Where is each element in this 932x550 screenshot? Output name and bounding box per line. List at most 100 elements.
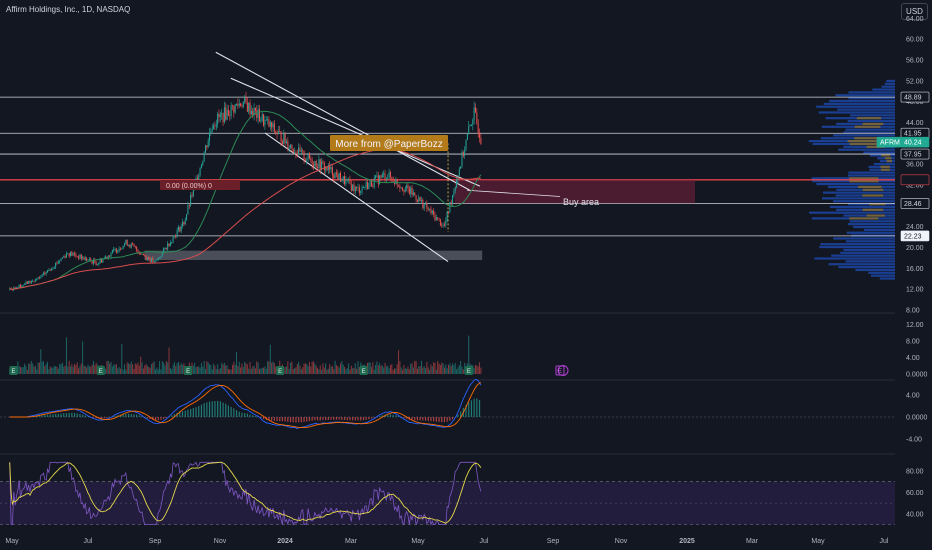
volume-bar: [51, 367, 53, 374]
price-tick-label: 48.00: [906, 99, 924, 106]
volume-bar: [402, 369, 404, 374]
candle-body: [142, 254, 144, 256]
volume-bar: [399, 361, 401, 374]
dividend-marker[interactable]: [557, 365, 569, 376]
volume-bar: [56, 366, 58, 374]
candle-body: [192, 187, 194, 197]
candle-body: [156, 259, 158, 261]
candle-body: [168, 243, 170, 247]
volume-bar: [341, 361, 343, 374]
candle-body: [167, 243, 169, 250]
volume-bar: [264, 366, 266, 374]
promo-banner[interactable]: [330, 135, 448, 151]
earnings-marker[interactable]: [464, 366, 473, 375]
candle-body: [172, 236, 174, 243]
volume-bar: [138, 365, 140, 374]
candle-body: [94, 259, 96, 263]
volume-bar: [311, 361, 313, 374]
volume-bar: [74, 363, 76, 374]
candle-body: [173, 235, 175, 237]
candle-body: [150, 258, 152, 262]
buy-area-label: Buy area: [563, 197, 599, 207]
volume-bar: [55, 366, 57, 374]
macd-histogram-bar: [68, 412, 70, 417]
candle-body: [334, 172, 336, 179]
volume-bar: [371, 366, 373, 374]
volume-profile-bar: [862, 188, 884, 191]
candle-body: [236, 103, 238, 105]
volume-bar: [40, 349, 42, 374]
earnings-marker[interactable]: [9, 366, 18, 375]
candle-body: [408, 188, 410, 194]
macd-histogram-bar: [298, 417, 300, 423]
currency-button[interactable]: USD: [901, 3, 928, 20]
volume-bar: [306, 363, 308, 374]
candle-body: [217, 113, 219, 125]
candle-body: [403, 190, 405, 192]
earnings-marker[interactable]: [184, 366, 193, 375]
volume-bar: [275, 366, 277, 374]
volume-bar: [80, 363, 82, 374]
volume-bar: [129, 364, 131, 374]
candle-body: [169, 242, 171, 247]
volume-profile-bar: [846, 231, 895, 234]
x-axis-label: Jul: [880, 538, 889, 545]
volume-profile-bar: [849, 180, 879, 183]
candle-body: [15, 287, 17, 289]
candle-body: [438, 218, 440, 220]
promo-text[interactable]: More from @PaperBozz: [335, 139, 442, 150]
price-label: 37.95: [904, 152, 922, 159]
candle-body: [78, 256, 80, 259]
volume-bar: [227, 368, 229, 374]
candle-body: [476, 112, 478, 124]
candle-body: [191, 195, 193, 197]
candle-body: [137, 250, 139, 254]
macd-histogram-bar: [136, 414, 138, 417]
volume-bar: [480, 367, 482, 374]
volume-bar: [153, 361, 155, 374]
volume-bar: [159, 360, 161, 374]
candle-body: [144, 255, 146, 257]
volume-profile-bar: [833, 134, 895, 137]
volume-bar: [236, 351, 238, 374]
volume-bar: [318, 369, 320, 374]
candle-body: [277, 131, 279, 135]
volume-bar: [356, 368, 358, 374]
candle-body: [298, 147, 300, 155]
macd-histogram-bar: [122, 414, 124, 417]
volume-bar: [121, 343, 123, 374]
earnings-marker[interactable]: [359, 366, 368, 375]
volume-bar: [354, 363, 356, 374]
volume-bar: [256, 361, 258, 374]
candle-body: [245, 97, 247, 103]
candle-body: [327, 165, 329, 171]
volume-bar: [330, 366, 332, 374]
candle-body: [152, 258, 154, 263]
candle-body: [213, 125, 215, 130]
earnings-marker[interactable]: [276, 366, 285, 375]
candle-body: [404, 188, 406, 192]
volume-bar: [91, 364, 93, 374]
earnings-marker[interactable]: [96, 366, 105, 375]
candle-body: [163, 248, 165, 252]
volume-bar: [464, 362, 466, 374]
volume-bar: [63, 366, 65, 374]
macd-histogram-bar: [451, 417, 454, 420]
macd-histogram-bar: [379, 415, 381, 417]
volume-bar: [437, 360, 439, 374]
candle-body: [281, 141, 283, 145]
candle-body: [25, 281, 27, 285]
volume-profile-bar: [881, 85, 895, 88]
candle-body: [384, 173, 386, 180]
macd-histogram-bar: [362, 417, 365, 421]
candle-body: [307, 153, 309, 160]
volume-bar: [209, 364, 211, 374]
candle-body: [460, 166, 462, 169]
candle-body: [284, 133, 286, 143]
candle-body: [246, 102, 248, 112]
candle-body: [87, 259, 89, 261]
volume-bar: [419, 366, 421, 374]
macd-histogram-bar: [360, 417, 362, 421]
macd-histogram-bar: [438, 417, 440, 422]
